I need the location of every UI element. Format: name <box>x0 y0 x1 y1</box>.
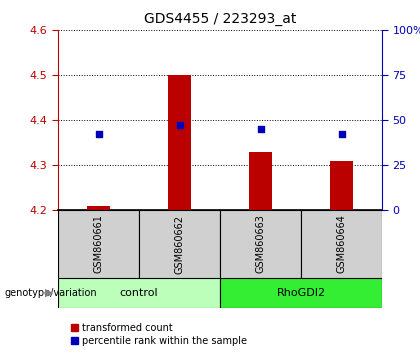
Text: GSM860661: GSM860661 <box>94 215 103 273</box>
Point <box>176 122 183 127</box>
Bar <box>139 210 220 278</box>
Text: GSM860662: GSM860662 <box>174 215 184 274</box>
Bar <box>87 206 110 210</box>
Text: GSM860663: GSM860663 <box>255 215 265 273</box>
Point <box>95 131 102 136</box>
Text: ▶: ▶ <box>45 288 54 298</box>
Bar <box>330 160 353 210</box>
Bar <box>58 210 139 278</box>
Bar <box>58 278 220 308</box>
Bar <box>220 210 301 278</box>
Point <box>338 131 345 136</box>
Bar <box>220 278 382 308</box>
Point <box>257 126 264 132</box>
Bar <box>168 75 191 210</box>
Text: genotype/variation: genotype/variation <box>4 288 97 298</box>
Bar <box>249 152 272 210</box>
Text: RhoGDI2: RhoGDI2 <box>276 288 326 298</box>
Text: GSM860664: GSM860664 <box>336 215 346 273</box>
Title: GDS4455 / 223293_at: GDS4455 / 223293_at <box>144 12 296 26</box>
Bar <box>301 210 382 278</box>
Text: control: control <box>120 288 158 298</box>
Legend: transformed count, percentile rank within the sample: transformed count, percentile rank withi… <box>71 323 247 346</box>
